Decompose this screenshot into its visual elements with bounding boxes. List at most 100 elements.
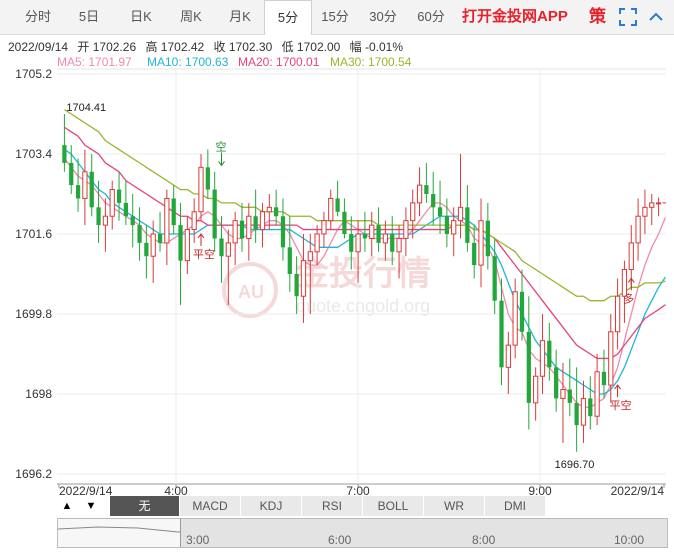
indicator-tab-wr[interactable]: WR — [424, 496, 485, 516]
indicator-tab-kdj[interactable]: KDJ — [241, 496, 302, 516]
candle — [362, 211, 368, 252]
navigator-label-8: 8:00 — [472, 533, 496, 547]
x-tick-label: 7:00 — [346, 484, 370, 496]
candle — [144, 225, 149, 279]
x-tick-label: 9:00 — [528, 484, 552, 496]
candle-body — [396, 237, 402, 253]
arrow-down-button[interactable]: ▼ — [85, 500, 97, 512]
candle-body — [621, 269, 628, 297]
tab-weekly-k[interactable]: 周K — [180, 9, 202, 24]
candle — [655, 197, 662, 217]
candle-body — [349, 234, 354, 252]
candle — [75, 158, 81, 212]
tab-5min[interactable]: 5分 — [264, 0, 312, 35]
candle — [96, 180, 101, 243]
candle-body — [307, 251, 313, 262]
candle-body — [601, 371, 607, 386]
indicator-tab-rsi[interactable]: RSI — [302, 496, 363, 516]
candle — [485, 202, 490, 270]
candle — [492, 238, 497, 314]
candle — [349, 216, 354, 270]
candle — [355, 220, 361, 283]
candle — [191, 198, 197, 243]
y-tick-label: 1699.8 — [15, 307, 52, 321]
candle-body — [512, 291, 518, 346]
candle-body — [178, 225, 183, 261]
navigator-selection-window[interactable] — [180, 519, 667, 547]
candle — [150, 220, 156, 283]
tab-daily-k[interactable]: 日K — [130, 9, 152, 24]
candle-body — [232, 220, 238, 244]
strategy-button[interactable]: 策 — [589, 7, 606, 26]
candle-body — [225, 242, 231, 257]
info-open: 开 1702.26 — [77, 40, 137, 54]
x-tick-label: 2022/9/14 — [611, 484, 665, 496]
tab-intraday[interactable]: 分时 — [24, 9, 51, 24]
signal-label: 多 — [623, 291, 634, 305]
candle — [560, 362, 566, 443]
indicator-tab-dmi[interactable]: DMI — [485, 496, 546, 516]
open-app-link[interactable]: 打开金投网APP — [462, 8, 568, 25]
candle-body — [116, 189, 122, 203]
candle — [519, 269, 525, 341]
candle — [465, 185, 470, 252]
candle — [547, 322, 552, 381]
fullscreen-icon[interactable] — [617, 6, 639, 28]
candle-body — [191, 211, 197, 231]
candle — [69, 145, 74, 194]
indicator-tab-macd[interactable]: MACD — [180, 496, 241, 516]
navigator-label-3: 3:00 — [186, 533, 210, 547]
candle-body — [109, 189, 115, 217]
candle — [280, 198, 286, 261]
indicator-tab-none[interactable]: 无 — [110, 496, 180, 516]
max-price-label: 1704.41 — [66, 102, 106, 114]
candle-body — [89, 171, 94, 208]
tab-30min[interactable]: 30分 — [369, 9, 397, 24]
tab-60min[interactable]: 60分 — [417, 9, 445, 24]
candle-body — [355, 233, 361, 253]
candle — [505, 331, 511, 394]
candle — [328, 189, 334, 230]
info-close: 收 1702.30 — [213, 40, 273, 54]
time-navigator[interactable]: 3:00 6:00 8:00 10:00 — [57, 518, 668, 548]
info-date: 2022/09/14 — [8, 40, 69, 54]
candle-body — [171, 198, 176, 226]
tab-5day[interactable]: 5日 — [78, 9, 100, 24]
x-tick-label: 2022/9/14 — [59, 484, 113, 496]
candle-body — [69, 162, 74, 186]
tab-monthly-k[interactable]: 月K — [229, 9, 251, 24]
candle — [219, 216, 224, 283]
candle-body — [574, 402, 579, 426]
candle-body — [424, 185, 429, 194]
candle — [184, 216, 190, 274]
candle — [137, 207, 142, 261]
candle-body — [266, 206, 272, 213]
candle-body — [123, 202, 128, 217]
indicator-tab-boll[interactable]: BOLL — [363, 496, 424, 516]
chevron-up-icon[interactable] — [645, 6, 667, 28]
candle-body — [505, 344, 511, 368]
candle-body — [655, 202, 662, 205]
candle — [314, 225, 320, 266]
candle-body — [472, 242, 477, 266]
candle — [300, 234, 307, 323]
candle — [89, 154, 94, 217]
candle-body — [608, 331, 614, 386]
candle-body — [300, 260, 307, 297]
candle-body — [594, 371, 600, 417]
x-tick-label: 4:00 — [164, 484, 188, 496]
candle-body — [219, 238, 224, 257]
arrow-up-button[interactable]: ▲ — [61, 500, 73, 512]
candle — [574, 367, 579, 452]
candle — [390, 216, 395, 266]
candle-body — [82, 171, 88, 199]
y-tick-label: 1701.6 — [15, 227, 52, 241]
candle — [457, 154, 464, 239]
navigator-label-6: 6:00 — [328, 533, 352, 547]
candle — [396, 225, 402, 279]
candle — [259, 202, 266, 248]
candle-body — [342, 211, 347, 234]
candle-body — [205, 167, 210, 190]
candle — [307, 234, 313, 314]
tab-15min[interactable]: 15分 — [321, 9, 349, 24]
